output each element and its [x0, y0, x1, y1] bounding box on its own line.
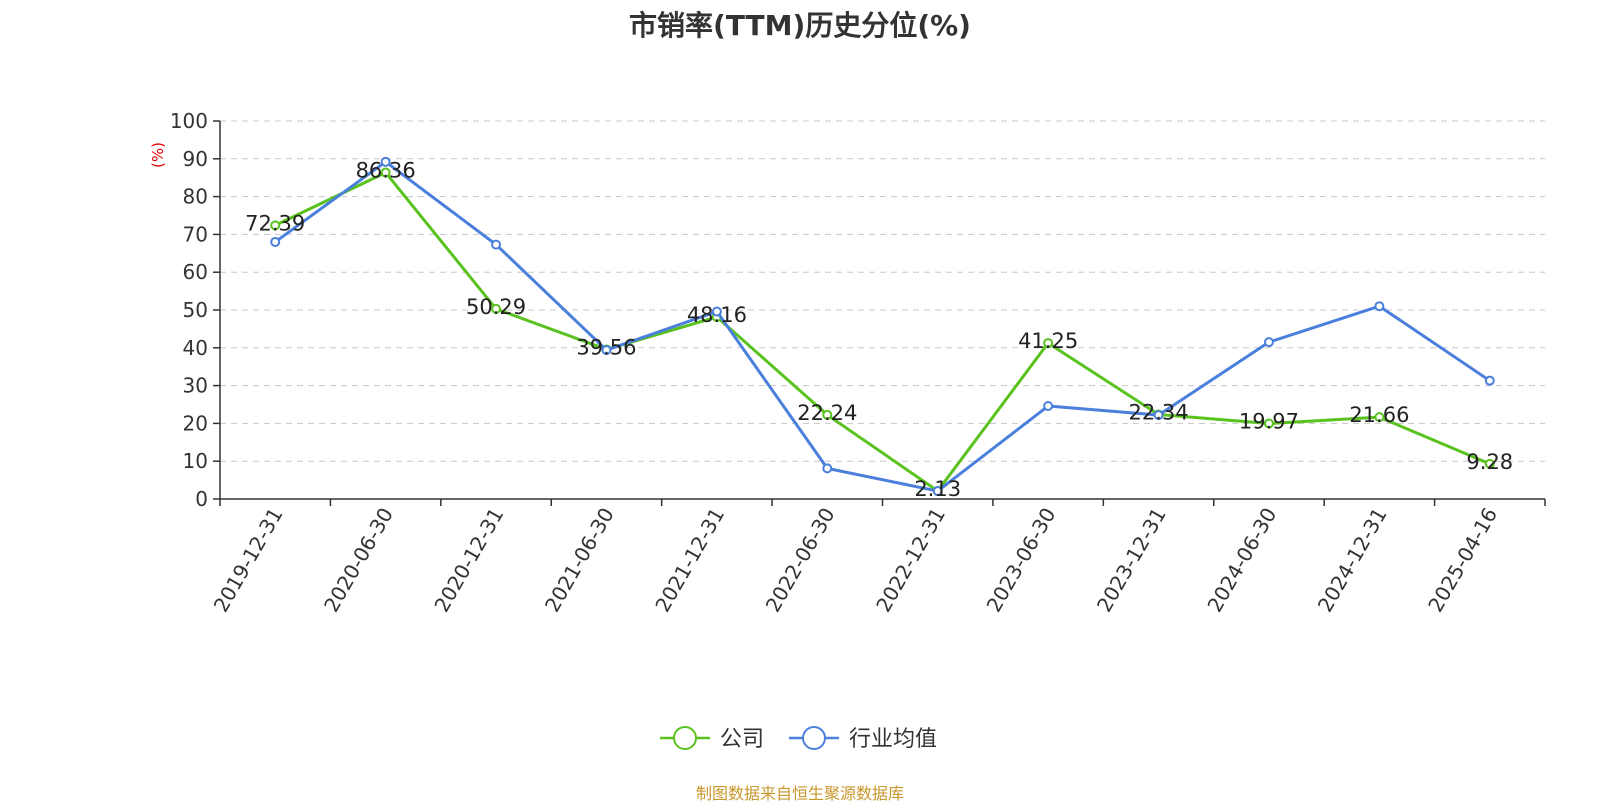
y-tick-label: 100: [170, 109, 208, 133]
x-tick-label: 2022-12-31: [871, 504, 950, 617]
x-tick-label: 2019-12-31: [209, 504, 288, 617]
x-tick-label: 2020-12-31: [429, 504, 508, 617]
y-tick-label: 50: [183, 298, 208, 322]
data-point-industry: [932, 486, 943, 497]
legend-item-company-label: 公司: [720, 727, 764, 752]
legend-item-company-marker: [673, 726, 697, 750]
data-point-industry: [491, 239, 502, 250]
x-tick-label: 2025-04-16: [1423, 504, 1502, 617]
series-line-company: [274, 171, 1491, 493]
data-point-company: [1484, 458, 1495, 469]
data-label: 86.36: [356, 159, 416, 183]
data-label: 39.56: [576, 335, 636, 359]
data-point-company: [491, 303, 502, 314]
data-point-company: [1263, 418, 1274, 429]
data-point-industry: [1484, 375, 1495, 386]
data-point-industry: [380, 156, 391, 167]
y-tick-label: 90: [183, 147, 208, 171]
data-point-company: [1374, 412, 1385, 423]
data-point-company: [380, 167, 391, 178]
y-tick-label: 20: [183, 411, 208, 435]
data-label: 72.39: [245, 211, 305, 235]
x-tick-label: 2022-06-30: [761, 504, 840, 617]
x-tick-label: 2020-06-30: [319, 504, 398, 617]
data-label: 22.34: [1128, 401, 1188, 425]
legend: 公司 行业均值: [660, 726, 937, 752]
data-point-industry: [822, 463, 833, 474]
data-point-industry: [601, 345, 612, 356]
data-point-industry: [270, 236, 281, 247]
data-point-industry: [1153, 410, 1164, 421]
x-tick-label: 2023-06-30: [982, 504, 1061, 617]
y-tick-label: 60: [183, 260, 208, 284]
x-tick-label: 2021-06-30: [540, 504, 619, 617]
series: [270, 156, 1495, 497]
source-note: 制图数据来自恒生聚源数据库: [695, 784, 904, 803]
series-line-industry: [274, 160, 1491, 493]
grid-lines: [220, 120, 1545, 462]
x-tick-label: 2023-12-31: [1092, 504, 1171, 617]
data-label: 41.25: [1018, 329, 1078, 353]
x-tick-label: 2024-12-31: [1313, 504, 1392, 617]
data-labels: 72.39 86.36 50.29 39.56 48.16 22.24 2.13 41.25 2…: [245, 159, 1513, 501]
data-label: 48.16: [687, 303, 747, 327]
y-tick-label: 40: [183, 336, 208, 360]
data-point-company: [270, 220, 281, 231]
y-axis-label: (%): [149, 142, 167, 168]
y-tick-label: 10: [183, 449, 208, 473]
data-point-industry: [711, 306, 722, 317]
y-tick-label: 70: [183, 222, 208, 246]
data-label: 2.13: [914, 477, 961, 501]
legend-item-industry-marker: [802, 726, 826, 750]
data-point-industry: [1263, 337, 1274, 348]
data-label: 9.28: [1466, 450, 1513, 474]
y-tick-label: 80: [183, 185, 208, 209]
data-label: 19.97: [1239, 410, 1299, 434]
legend-item-industry-label: 行业均值: [849, 727, 937, 752]
data-label: 21.66: [1349, 403, 1409, 427]
x-tick-label: 2021-12-31: [650, 504, 729, 617]
data-label: 22.24: [797, 401, 857, 425]
chart-title: 市销率(TTM)历史分位(%): [629, 9, 971, 42]
data-point-company: [1043, 338, 1054, 349]
y-tick-label: 30: [183, 374, 208, 398]
data-point-company: [822, 409, 833, 420]
data-point-industry: [1374, 301, 1385, 312]
x-tick-label: 2024-06-30: [1202, 504, 1281, 617]
data-point-industry: [1043, 401, 1054, 412]
y-tick-label: 0: [195, 487, 208, 511]
data-label: 50.29: [466, 295, 526, 319]
